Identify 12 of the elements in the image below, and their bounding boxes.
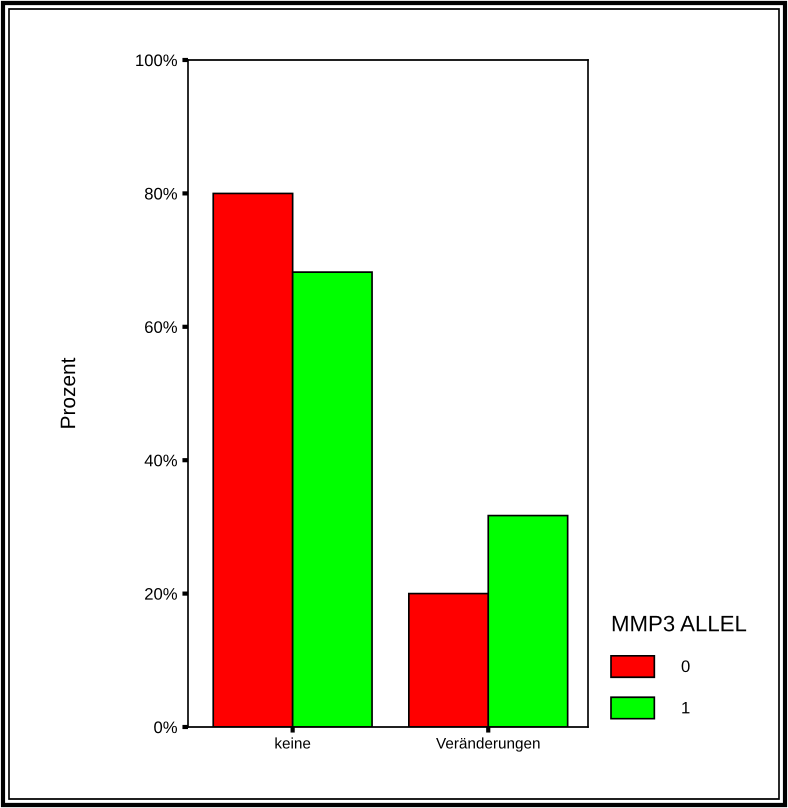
x-tick-label: keine xyxy=(275,737,310,749)
y-tick-label: 0% xyxy=(154,721,177,734)
x-tick-label: Veränderungen xyxy=(436,737,540,752)
y-tick-label: 40% xyxy=(144,454,177,466)
y-tick-label: 80% xyxy=(144,188,177,200)
legend-label: 1 xyxy=(682,702,690,714)
legend-title: MMP3 ALLEL xyxy=(612,616,746,632)
y-tick-label: 100% xyxy=(136,54,177,66)
y-tick-label: 20% xyxy=(145,588,177,600)
legend-label: 0 xyxy=(682,660,690,672)
y-tick-label: 60% xyxy=(145,321,177,334)
y-axis-title: Prozent xyxy=(60,358,76,428)
